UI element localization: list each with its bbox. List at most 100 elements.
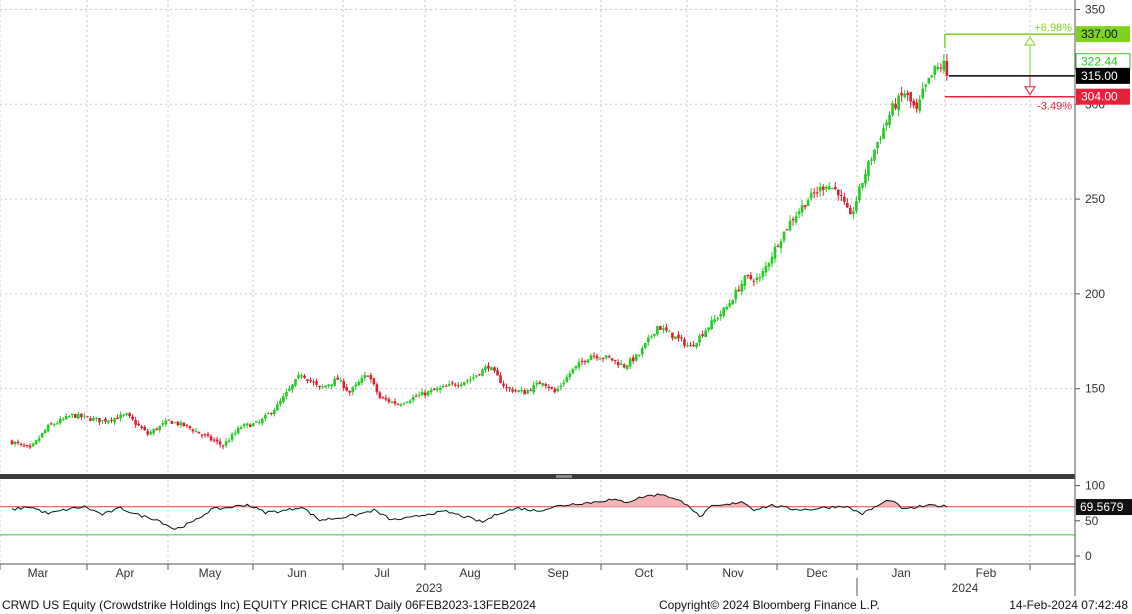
candle bbox=[19, 442, 23, 447]
candle bbox=[245, 422, 249, 429]
candle-body bbox=[312, 381, 315, 383]
candle-body bbox=[167, 419, 171, 421]
candle-body bbox=[556, 388, 560, 392]
candle bbox=[843, 192, 846, 205]
candle-body bbox=[674, 336, 677, 340]
candle-body bbox=[864, 173, 867, 184]
candle bbox=[743, 274, 747, 291]
footer-title: CRWD US Equity (Crowdstrike Holdings Inc… bbox=[2, 598, 536, 612]
candle-body bbox=[625, 365, 629, 369]
candle-body bbox=[803, 205, 807, 208]
candle-body bbox=[493, 367, 496, 371]
candle-body bbox=[390, 401, 394, 403]
candle bbox=[918, 95, 922, 114]
candle-body bbox=[894, 103, 897, 109]
candle-body bbox=[812, 192, 816, 194]
candle-body bbox=[22, 445, 26, 447]
candle-body bbox=[653, 333, 656, 336]
candle-body bbox=[426, 391, 430, 396]
candle-body bbox=[547, 386, 551, 389]
candle-body bbox=[668, 331, 671, 333]
candle-body bbox=[457, 385, 460, 387]
x-month-label: Mar bbox=[28, 566, 49, 580]
candle bbox=[505, 383, 508, 392]
candle bbox=[309, 377, 312, 384]
candle bbox=[556, 385, 560, 393]
candle-body bbox=[288, 388, 291, 391]
year-label: 2023 bbox=[416, 581, 443, 595]
candle-body bbox=[665, 327, 668, 331]
candle bbox=[544, 382, 548, 389]
candle bbox=[499, 372, 502, 384]
candle bbox=[773, 243, 777, 263]
candle bbox=[423, 389, 427, 399]
candle bbox=[432, 387, 436, 391]
candle bbox=[870, 156, 873, 166]
candle-body bbox=[381, 397, 385, 399]
candle-body bbox=[731, 300, 735, 305]
rsi-y-tick-label: 100 bbox=[1085, 479, 1105, 493]
candle bbox=[598, 356, 602, 360]
candle-body bbox=[671, 332, 674, 339]
rsi-overbought-fill bbox=[12, 493, 947, 507]
candle bbox=[484, 364, 487, 373]
candle-body bbox=[384, 397, 388, 400]
candle-body bbox=[553, 388, 557, 393]
candle bbox=[339, 377, 343, 383]
candle-body bbox=[125, 413, 128, 415]
candle-body bbox=[580, 361, 584, 363]
candle bbox=[656, 325, 659, 337]
candle bbox=[333, 376, 336, 387]
candle bbox=[577, 358, 581, 370]
candle bbox=[122, 413, 125, 418]
candle-body bbox=[67, 416, 71, 418]
previous-close-tag: 322.44 bbox=[1081, 55, 1118, 69]
candle-body bbox=[861, 182, 864, 188]
candle-body bbox=[616, 362, 620, 366]
candle-body bbox=[77, 414, 80, 419]
candle-body bbox=[592, 355, 596, 357]
candle-body bbox=[441, 385, 445, 388]
candle bbox=[215, 436, 219, 445]
candle bbox=[248, 423, 252, 428]
candle-body bbox=[369, 374, 373, 380]
rsi-value-tag bbox=[1076, 499, 1132, 516]
candle bbox=[689, 342, 692, 347]
candle bbox=[719, 310, 722, 321]
candle-body bbox=[487, 365, 490, 369]
candle-body bbox=[71, 413, 74, 416]
candle-body bbox=[903, 93, 906, 98]
candle bbox=[396, 402, 400, 406]
candle bbox=[643, 342, 647, 350]
candle bbox=[86, 416, 89, 418]
candle-body bbox=[683, 339, 686, 346]
candle-body bbox=[517, 390, 520, 392]
candle bbox=[906, 90, 909, 101]
rsi-y-tick-label: 0 bbox=[1085, 549, 1092, 563]
candle bbox=[511, 386, 514, 394]
candle-body bbox=[827, 186, 831, 190]
candle-body bbox=[656, 326, 659, 335]
candle bbox=[662, 324, 665, 334]
candle-body bbox=[327, 384, 330, 387]
candle bbox=[372, 377, 376, 386]
y-tick-label: 150 bbox=[1085, 382, 1105, 396]
candle-body bbox=[227, 440, 231, 443]
candle-body bbox=[257, 422, 261, 424]
candle bbox=[846, 198, 849, 209]
candle bbox=[885, 119, 888, 131]
candle-body bbox=[185, 424, 189, 426]
candle-body bbox=[279, 400, 282, 405]
candle-body bbox=[200, 434, 204, 436]
candle bbox=[119, 411, 122, 422]
candle-body bbox=[650, 336, 653, 338]
candle bbox=[734, 286, 738, 304]
candle bbox=[849, 204, 852, 215]
candle bbox=[502, 380, 505, 389]
candle-body bbox=[342, 380, 346, 389]
candle-body bbox=[544, 383, 548, 386]
rsi-y-tick-label: 50 bbox=[1085, 514, 1099, 528]
candle-body bbox=[128, 413, 131, 417]
candle-body bbox=[64, 415, 68, 420]
candle-body bbox=[815, 192, 819, 194]
